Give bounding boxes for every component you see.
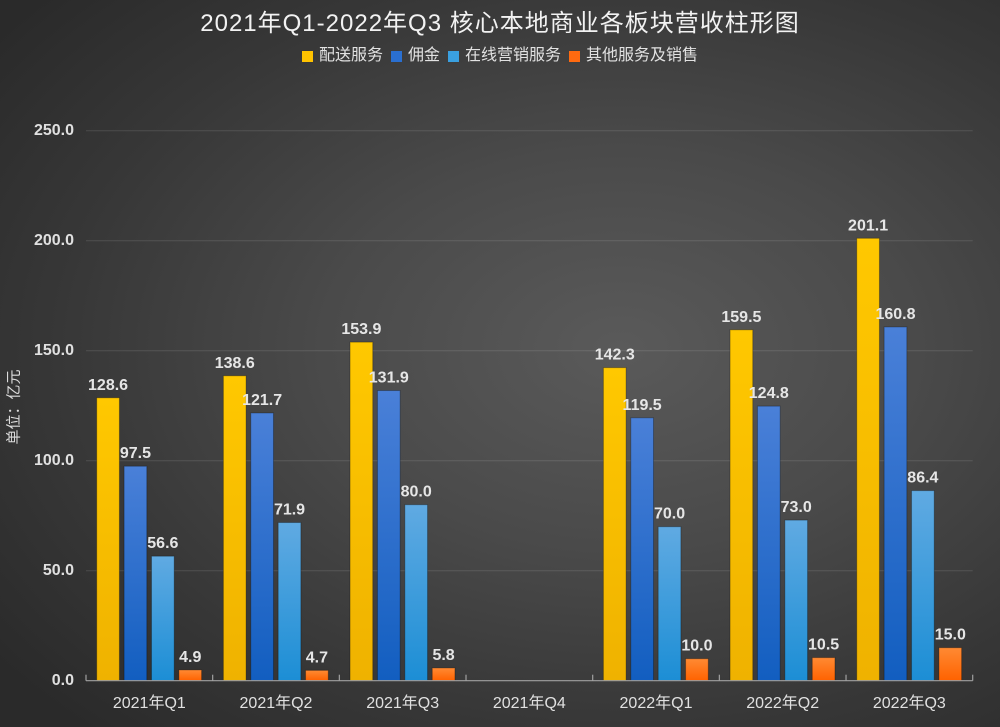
bar bbox=[305, 669, 329, 682]
bar bbox=[685, 658, 709, 682]
bar bbox=[96, 397, 120, 682]
gridlines bbox=[86, 130, 973, 572]
data-label: 124.8 bbox=[749, 385, 789, 402]
bar bbox=[729, 329, 754, 682]
bar bbox=[250, 412, 274, 682]
data-label: 201.1 bbox=[848, 217, 888, 234]
legend-swatch-icon bbox=[301, 50, 313, 62]
legend-label: 佣金 bbox=[407, 47, 440, 64]
data-label: 70.0 bbox=[654, 506, 685, 523]
data-label: 4.7 bbox=[306, 649, 328, 666]
legend: 配送服务 佣金 在线营销服务 其他服务及销售 bbox=[0, 46, 1000, 66]
x-tick-label: 2021年Q4 bbox=[493, 694, 566, 712]
data-label: 128.6 bbox=[88, 377, 128, 394]
bar bbox=[602, 367, 627, 682]
legend-item-other[interactable]: 其他服务及销售 bbox=[569, 47, 698, 65]
data-label: 4.9 bbox=[179, 649, 201, 666]
bar bbox=[277, 522, 302, 682]
data-label: 142.3 bbox=[595, 347, 635, 364]
bar bbox=[756, 405, 781, 682]
legend-label: 其他服务及销售 bbox=[586, 47, 699, 64]
bar bbox=[657, 526, 682, 682]
bar bbox=[123, 465, 148, 682]
data-label: 71.9 bbox=[274, 502, 305, 519]
y-tick-label: 50.0 bbox=[43, 562, 74, 579]
data-label: 131.9 bbox=[369, 370, 409, 387]
data-label: 10.5 bbox=[808, 637, 839, 654]
bar bbox=[178, 669, 203, 682]
bar bbox=[630, 417, 654, 682]
y-tick-label: 100.0 bbox=[34, 452, 74, 469]
x-tick-label: 2021年Q1 bbox=[113, 694, 186, 712]
bar bbox=[376, 390, 401, 682]
data-label: 5.8 bbox=[432, 647, 454, 664]
legend-label: 配送服务 bbox=[318, 47, 383, 64]
bar bbox=[883, 326, 908, 682]
x-axis-ticks: 2021年Q1 2021年Q2 2021年Q3 2021年Q4 2022年Q1 2022年… bbox=[113, 694, 946, 712]
data-label: 10.0 bbox=[681, 638, 712, 655]
bar bbox=[404, 504, 429, 682]
y-axis-label: 单位：亿元 bbox=[6, 369, 23, 444]
y-tick-label: 200.0 bbox=[34, 232, 74, 249]
x-tick-label: 2022年Q3 bbox=[873, 694, 946, 712]
y-axis-ticks: 0.0 50.0 100.0 150.0 200.0 250.0 bbox=[34, 122, 74, 689]
legend-item-online-marketing[interactable]: 在线营销服务 bbox=[448, 47, 561, 65]
legend-swatch-icon bbox=[390, 50, 402, 62]
bar bbox=[349, 341, 374, 682]
legend-swatch-icon bbox=[448, 50, 459, 62]
bar bbox=[151, 555, 175, 682]
bar bbox=[431, 667, 456, 682]
x-tick-label: 2022年Q2 bbox=[746, 694, 819, 712]
bar bbox=[911, 490, 935, 682]
data-labels: 128.6 138.6 153.9 142.3 159.5 201.1 97.5 121.7 1… bbox=[88, 217, 966, 666]
bar bbox=[222, 375, 247, 682]
data-label: 121.7 bbox=[242, 392, 282, 409]
bar bbox=[856, 237, 880, 682]
data-label: 56.6 bbox=[147, 535, 178, 552]
y-tick-label: 250.0 bbox=[34, 122, 74, 139]
legend-item-commission[interactable]: 佣金 bbox=[390, 47, 440, 65]
bar bbox=[811, 657, 836, 682]
y-tick-label: 0.0 bbox=[52, 672, 74, 689]
data-label: 159.5 bbox=[721, 309, 761, 326]
data-label: 86.4 bbox=[907, 470, 938, 487]
legend-swatch-icon bbox=[569, 50, 581, 62]
x-tick-label: 2022年Q1 bbox=[620, 694, 693, 712]
bars bbox=[96, 237, 963, 682]
data-label: 119.5 bbox=[623, 397, 662, 414]
data-label: 97.5 bbox=[120, 445, 151, 462]
legend-item-delivery[interactable]: 配送服务 bbox=[301, 47, 383, 65]
chart-title: 2021年Q1-2022年Q3 核心本地商业各板块营收柱形图 bbox=[200, 10, 799, 37]
x-tick-label: 2021年Q2 bbox=[240, 694, 313, 712]
y-tick-label: 150.0 bbox=[34, 342, 74, 359]
data-label: 138.6 bbox=[215, 355, 255, 372]
x-axis bbox=[85, 674, 974, 682]
data-label: 153.9 bbox=[341, 321, 381, 338]
data-label: 160.8 bbox=[875, 306, 915, 323]
bar bbox=[938, 647, 963, 682]
data-label: 73.0 bbox=[781, 499, 812, 516]
x-tick-label: 2021年Q3 bbox=[366, 694, 439, 712]
legend-label: 在线营销服务 bbox=[465, 47, 562, 64]
data-label: 15.0 bbox=[935, 627, 966, 644]
bar bbox=[784, 519, 809, 682]
data-label: 80.0 bbox=[401, 484, 432, 501]
